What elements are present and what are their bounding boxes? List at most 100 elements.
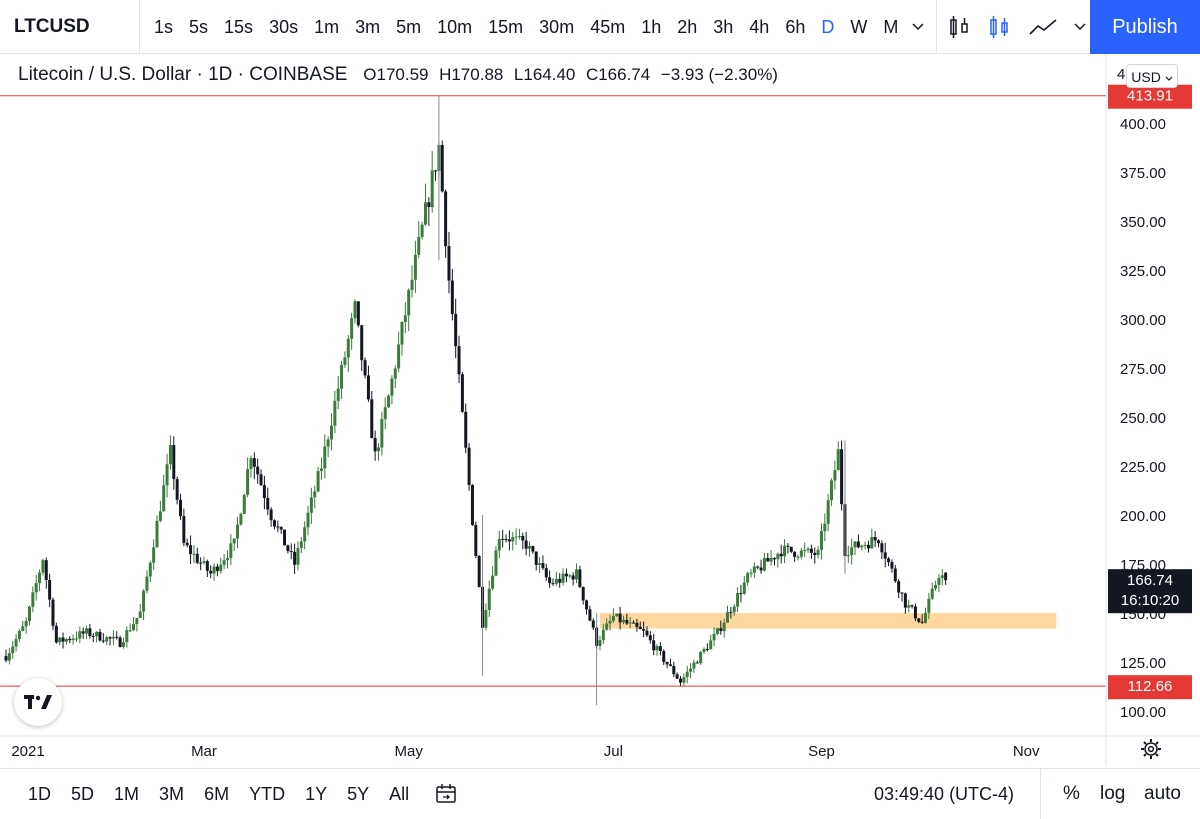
candle-body	[638, 626, 642, 630]
candle-body	[236, 524, 240, 539]
bars-style-icon[interactable]	[948, 14, 972, 40]
support-zone[interactable]	[599, 613, 1057, 629]
candle-body	[601, 629, 605, 641]
publish-button[interactable]: Publish	[1090, 0, 1200, 54]
candle-body	[54, 625, 58, 643]
candle-body	[833, 470, 837, 481]
tradingview-logo-icon[interactable]	[14, 678, 62, 726]
candle-body	[360, 325, 364, 361]
candle-body	[618, 613, 622, 623]
candle-body	[343, 357, 347, 365]
style-chevron-down-icon[interactable]	[1074, 23, 1086, 31]
candle-body	[793, 551, 797, 557]
candle-body	[58, 637, 62, 643]
auto-scale-toggle[interactable]: auto	[1144, 783, 1181, 804]
interval-d-button[interactable]: D	[821, 17, 835, 37]
candle-body	[145, 576, 149, 591]
currency-dropdown[interactable]: USD	[1126, 64, 1178, 88]
candle-body	[628, 622, 632, 624]
interval-15s-button[interactable]: 15s	[224, 17, 254, 37]
interval-6h-button[interactable]: 6h	[785, 17, 806, 37]
candle-body	[823, 523, 827, 532]
candle-body	[511, 537, 515, 542]
candle-body	[796, 556, 800, 558]
candle-body	[934, 584, 938, 589]
candle-body	[21, 626, 25, 631]
candle-body	[632, 622, 636, 624]
candle-body	[568, 575, 572, 577]
candle-body	[101, 640, 105, 642]
candle-body	[252, 458, 256, 467]
legend-change: −3.93 (−2.30%)	[660, 65, 778, 84]
interval-3h-button[interactable]: 3h	[713, 17, 734, 37]
percent-scale-toggle[interactable]: %	[1063, 783, 1080, 804]
candle-body	[407, 290, 411, 316]
interval-3m-button[interactable]: 3m	[355, 17, 381, 37]
candle-body	[897, 581, 901, 593]
interval-2h-button[interactable]: 2h	[677, 17, 698, 37]
interval-4h-button[interactable]: 4h	[749, 17, 770, 37]
interval-30s-button[interactable]: 30s	[269, 17, 299, 37]
range-all-button[interactable]: All	[389, 783, 410, 804]
candle-body	[209, 570, 213, 574]
interval-1m-button[interactable]: 1m	[314, 17, 340, 37]
range-6m-button[interactable]: 6M	[204, 783, 230, 804]
line-style-icon[interactable]	[1028, 17, 1058, 37]
candle-body	[95, 631, 99, 637]
candle-body	[923, 612, 927, 623]
interval-1h-button[interactable]: 1h	[641, 17, 662, 37]
interval-5m-button[interactable]: 5m	[396, 17, 422, 37]
log-scale-toggle[interactable]: log	[1100, 783, 1126, 804]
candle-body	[611, 616, 615, 621]
candle-body	[913, 606, 917, 619]
candle-body	[783, 545, 787, 557]
interval-10m-button[interactable]: 10m	[437, 17, 473, 37]
candle-body	[551, 583, 555, 585]
interval-5s-button[interactable]: 5s	[189, 17, 209, 37]
interval-1s-button[interactable]: 1s	[154, 17, 174, 37]
candle-body	[702, 648, 706, 652]
chart-settings-gear-icon[interactable]	[1140, 738, 1162, 765]
interval-45m-button[interactable]: 45m	[590, 17, 626, 37]
interval-m-button[interactable]: M	[883, 17, 899, 37]
interval-chevron-down-icon[interactable]	[906, 18, 930, 34]
candle-body	[816, 549, 820, 555]
range-ytd-button[interactable]: YTD	[249, 783, 286, 804]
candle-body	[350, 318, 354, 339]
candles-style-icon[interactable]	[988, 14, 1012, 40]
candle-body	[417, 237, 421, 255]
x-axis-tick-label: Mar	[191, 743, 217, 760]
range-5y-button[interactable]: 5Y	[347, 783, 370, 804]
candle-body	[571, 575, 575, 580]
candle-body	[165, 464, 169, 486]
date-range-calendar-icon[interactable]	[434, 782, 458, 811]
candle-body	[179, 499, 183, 517]
range-1d-button[interactable]: 1D	[28, 783, 52, 804]
candle-body	[172, 445, 176, 480]
range-3m-button[interactable]: 3M	[159, 783, 185, 804]
candle-body	[313, 491, 317, 498]
candle-body	[272, 520, 276, 527]
candle-body	[88, 628, 92, 636]
candle-body	[813, 552, 817, 555]
interval-w-button[interactable]: W	[850, 17, 868, 37]
price-chart[interactable]: 100.00125.00150.00175.00200.00225.00250.…	[0, 0, 1200, 766]
range-5d-button[interactable]: 5D	[71, 783, 95, 804]
candle-body	[427, 202, 431, 208]
candle-body	[937, 577, 941, 585]
timezone-clock[interactable]: 03:49:40 (UTC-4)	[874, 784, 1015, 804]
candle-body	[524, 540, 528, 549]
interval-30m-button[interactable]: 30m	[539, 17, 575, 37]
candle-body	[564, 573, 568, 577]
range-1m-button[interactable]: 1M	[114, 783, 140, 804]
candle-body	[111, 636, 115, 639]
candle-body	[826, 500, 830, 524]
candle-body	[910, 605, 914, 607]
range-1y-button[interactable]: 1Y	[305, 783, 328, 804]
candle-body	[162, 485, 166, 512]
candle-body	[232, 538, 236, 544]
symbol-search-button[interactable]: LTCUSD	[0, 0, 140, 54]
interval-15m-button[interactable]: 15m	[488, 17, 524, 37]
candle-body	[873, 537, 877, 541]
candle-body	[279, 527, 283, 530]
